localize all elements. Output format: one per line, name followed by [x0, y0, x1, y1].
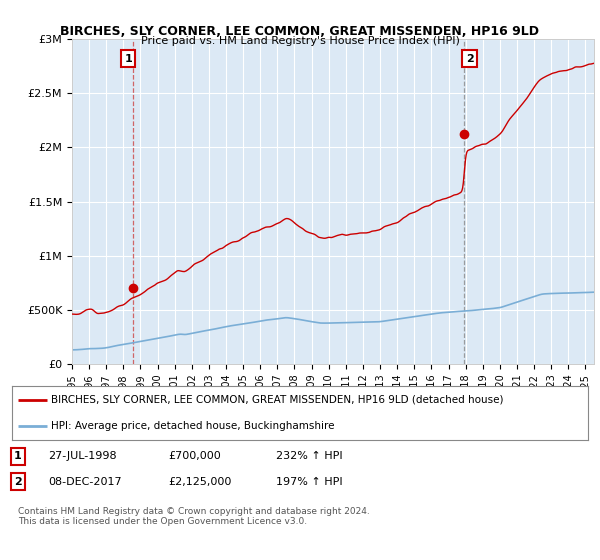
Text: £2,125,000: £2,125,000: [168, 477, 232, 487]
Text: £700,000: £700,000: [168, 451, 221, 461]
Text: 1: 1: [124, 54, 132, 64]
Text: HPI: Average price, detached house, Buckinghamshire: HPI: Average price, detached house, Buck…: [51, 421, 335, 431]
Text: 1: 1: [14, 451, 22, 461]
Text: BIRCHES, SLY CORNER, LEE COMMON, GREAT MISSENDEN, HP16 9LD (detached house): BIRCHES, SLY CORNER, LEE COMMON, GREAT M…: [51, 395, 503, 405]
Text: 197% ↑ HPI: 197% ↑ HPI: [276, 477, 343, 487]
Text: Contains HM Land Registry data © Crown copyright and database right 2024.
This d: Contains HM Land Registry data © Crown c…: [18, 507, 370, 526]
Text: BIRCHES, SLY CORNER, LEE COMMON, GREAT MISSENDEN, HP16 9LD: BIRCHES, SLY CORNER, LEE COMMON, GREAT M…: [61, 25, 539, 38]
Text: Price paid vs. HM Land Registry's House Price Index (HPI): Price paid vs. HM Land Registry's House …: [140, 36, 460, 46]
Text: 2: 2: [14, 477, 22, 487]
Text: 27-JUL-1998: 27-JUL-1998: [48, 451, 116, 461]
Text: 08-DEC-2017: 08-DEC-2017: [48, 477, 122, 487]
Text: 232% ↑ HPI: 232% ↑ HPI: [276, 451, 343, 461]
Text: 2: 2: [466, 54, 473, 64]
